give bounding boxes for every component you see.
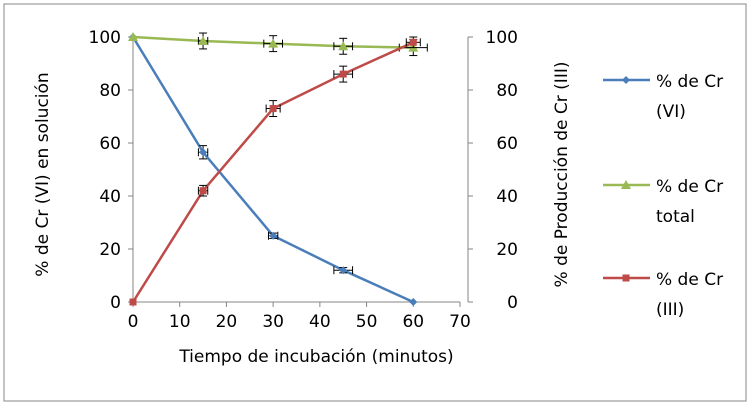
legend-entry-2: % de Cr (III) [603, 270, 723, 320]
y-tick-label: 20 [99, 240, 121, 260]
x-tick-label: 10 [169, 312, 191, 332]
data-point [339, 70, 347, 78]
legend-entry-1: % de Cr total [603, 177, 723, 227]
y-tick-label: 60 [99, 134, 121, 154]
data-point [339, 266, 348, 275]
series-1 [128, 32, 428, 57]
legend-label: total [656, 207, 695, 227]
data-point [198, 35, 209, 45]
data-point [409, 38, 417, 46]
y2-tick-label: 100 [486, 28, 518, 48]
data-point [199, 148, 208, 157]
legend-entry-0: % de Cr (VI) [603, 72, 723, 122]
y2-tick-label: 80 [496, 81, 518, 101]
y-tick-label: 40 [99, 187, 121, 207]
x-tick-label: 20 [216, 312, 238, 332]
data-point [199, 187, 207, 195]
y2-tick-label: 60 [496, 134, 518, 154]
x-tick-label: 30 [262, 312, 284, 332]
data-point [128, 32, 138, 41]
legend-swatch-marker [622, 76, 630, 84]
legend-swatch-marker [621, 180, 631, 189]
x-axis-title: Tiempo de incubación (minutos) [178, 347, 453, 367]
x-tick-label: 40 [309, 312, 331, 332]
x-tick-label: 0 [128, 312, 139, 332]
series-2 [129, 36, 421, 306]
x-tick-label: 60 [402, 312, 424, 332]
data-point [409, 298, 418, 306]
data-point [269, 105, 277, 113]
axes: 0 10 20 30 40 50 60 70 0 20 40 60 80 100 0 20 40 60 80 100 T… [33, 28, 572, 367]
y-axis-title: % de Cr (VI) en solución [33, 72, 53, 276]
legend-swatch-marker [622, 274, 630, 282]
data-point [268, 38, 279, 48]
legend-label: (VI) [656, 102, 686, 122]
legend-label: % de Cr [656, 177, 723, 197]
x-tick-label: 50 [356, 312, 378, 332]
series-layer [128, 32, 428, 306]
legend-label: % de Cr [656, 72, 723, 92]
data-point [129, 298, 137, 306]
data-point [338, 41, 349, 51]
y-tick-label: 100 [89, 28, 121, 48]
y2-tick-label: 0 [507, 293, 518, 313]
y-tick-label: 0 [110, 293, 121, 313]
y2-tick-label: 20 [496, 240, 518, 260]
legend: % de Cr (VI) % de Cr total % de Cr (III) [603, 72, 723, 320]
legend-label: (III) [656, 300, 684, 320]
x-tick-label: 70 [449, 312, 471, 332]
y2-tick-label: 40 [496, 187, 518, 207]
y2-axis-title: % de Producción de Cr (III) [552, 62, 572, 288]
y-tick-label: 80 [99, 81, 121, 101]
data-point [269, 231, 278, 240]
legend-label: % de Cr [656, 270, 723, 290]
chart-border [3, 3, 747, 402]
